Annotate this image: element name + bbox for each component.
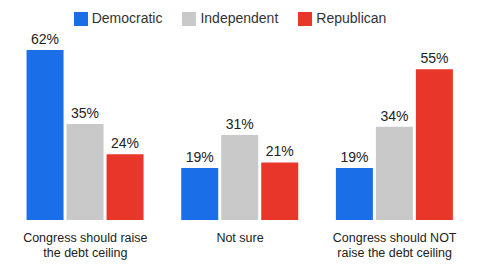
svg-text:Congress should raisethe debt: Congress should raisethe debt ceiling	[23, 231, 147, 260]
svg-text:Congress should NOTraise the d: Congress should NOTraise the debt ceilin…	[333, 231, 457, 260]
html-text:Independent: Independent	[200, 10, 279, 26]
svg-text:19%: 19%	[340, 149, 368, 165]
svg-text:35%: 35%	[71, 105, 99, 121]
svg-text:21%: 21%	[266, 143, 294, 159]
svg-text:19%: 19%	[186, 149, 214, 165]
svg-text:24%: 24%	[111, 135, 139, 151]
svg-text:31%: 31%	[226, 116, 254, 132]
html-text:Republican: Republican	[316, 10, 387, 26]
svg-text:62%: 62%	[31, 31, 59, 47]
html-text:Democratic: Democratic	[91, 10, 163, 26]
svg-text:34%: 34%	[380, 108, 408, 124]
svg-text:Not sure: Not sure	[216, 231, 263, 245]
svg-text:55%: 55%	[420, 50, 448, 66]
